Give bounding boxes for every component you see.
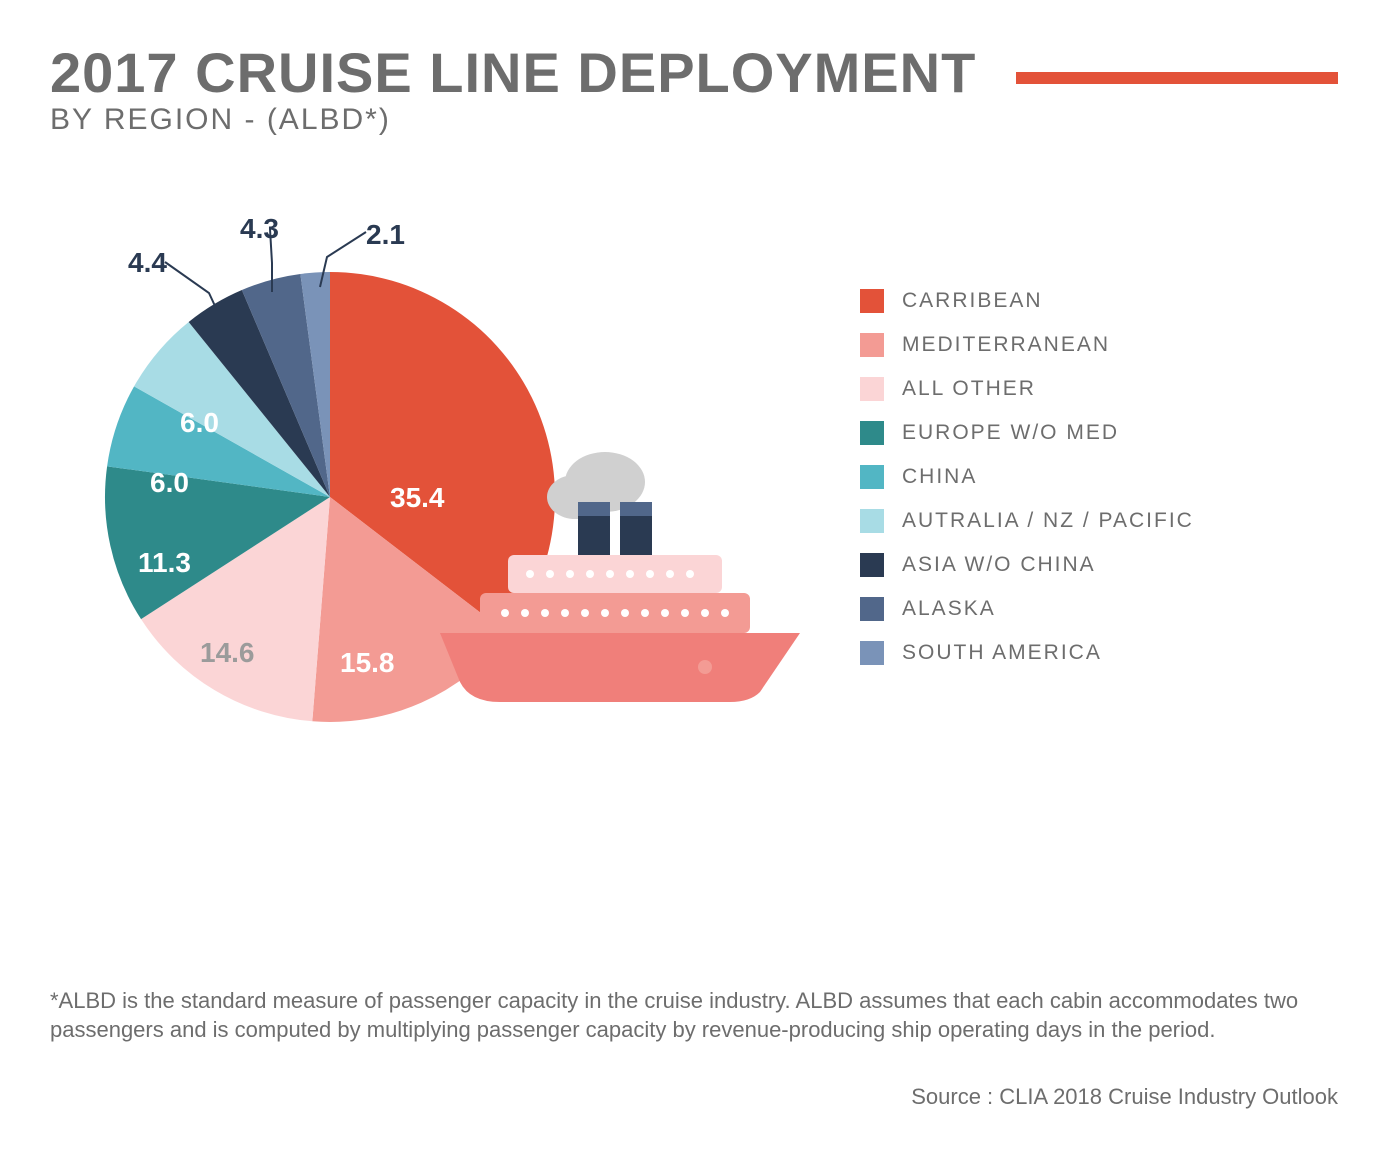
legend-label-7: ALASKA — [902, 597, 996, 621]
title-accent-bar — [1016, 72, 1338, 84]
legend-item-3: EUROPE W/O MED — [860, 421, 1194, 445]
footnote-text: *ALBD is the standard measure of passeng… — [50, 986, 1338, 1045]
legend-item-8: SOUTH AMERICA — [860, 641, 1194, 665]
legend-swatch-2 — [860, 377, 884, 401]
legend-swatch-7 — [860, 597, 884, 621]
legend-swatch-1 — [860, 333, 884, 357]
legend-label-3: EUROPE W/O MED — [902, 421, 1119, 445]
legend-label-6: ASIA W/O CHINA — [902, 553, 1096, 577]
slice-value-1: 15.8 — [340, 647, 395, 679]
legend-item-0: CARRIBEAN — [860, 289, 1194, 313]
legend-label-5: AUTRALIA / NZ / PACIFIC — [902, 509, 1194, 533]
legend-swatch-0 — [860, 289, 884, 313]
legend-label-0: CARRIBEAN — [902, 289, 1043, 313]
legend-item-4: CHINA — [860, 465, 1194, 489]
legend-swatch-8 — [860, 641, 884, 665]
legend-item-5: AUTRALIA / NZ / PACIFIC — [860, 509, 1194, 533]
callout-value-7: 4.3 — [240, 213, 279, 245]
slice-value-3: 11.3 — [138, 547, 191, 579]
legend-item-7: ALASKA — [860, 597, 1194, 621]
legend-swatch-4 — [860, 465, 884, 489]
page-title: 2017 CRUISE LINE DEPLOYMENT — [50, 40, 976, 105]
legend-label-1: MEDITERRANEAN — [902, 333, 1110, 357]
callout-value-6: 4.4 — [128, 247, 167, 279]
callout-value-8: 2.1 — [366, 219, 405, 251]
legend-label-4: CHINA — [902, 465, 977, 489]
page-subtitle: BY REGION - (ALBD*) — [50, 103, 1338, 137]
legend-swatch-5 — [860, 509, 884, 533]
slice-value-5: 6.0 — [180, 407, 219, 439]
legend-item-2: ALL OTHER — [860, 377, 1194, 401]
legend-label-2: ALL OTHER — [902, 377, 1036, 401]
slice-value-4: 6.0 — [150, 467, 189, 499]
source-text: Source : CLIA 2018 Cruise Industry Outlo… — [911, 1084, 1338, 1110]
legend-item-6: ASIA W/O CHINA — [860, 553, 1194, 577]
legend: CARRIBEAN MEDITERRANEAN ALL OTHER EUROPE W/… — [860, 289, 1194, 665]
slice-value-0: 35.4 — [390, 482, 445, 514]
legend-swatch-3 — [860, 421, 884, 445]
legend-swatch-6 — [860, 553, 884, 577]
legend-label-8: SOUTH AMERICA — [902, 641, 1102, 665]
legend-item-1: MEDITERRANEAN — [860, 333, 1194, 357]
slice-value-2: 14.6 — [200, 637, 255, 669]
pie-chart: 35.4 15.8 14.6 11.3 6.0 6.0 4.4 4.3 2.1 — [50, 197, 740, 757]
